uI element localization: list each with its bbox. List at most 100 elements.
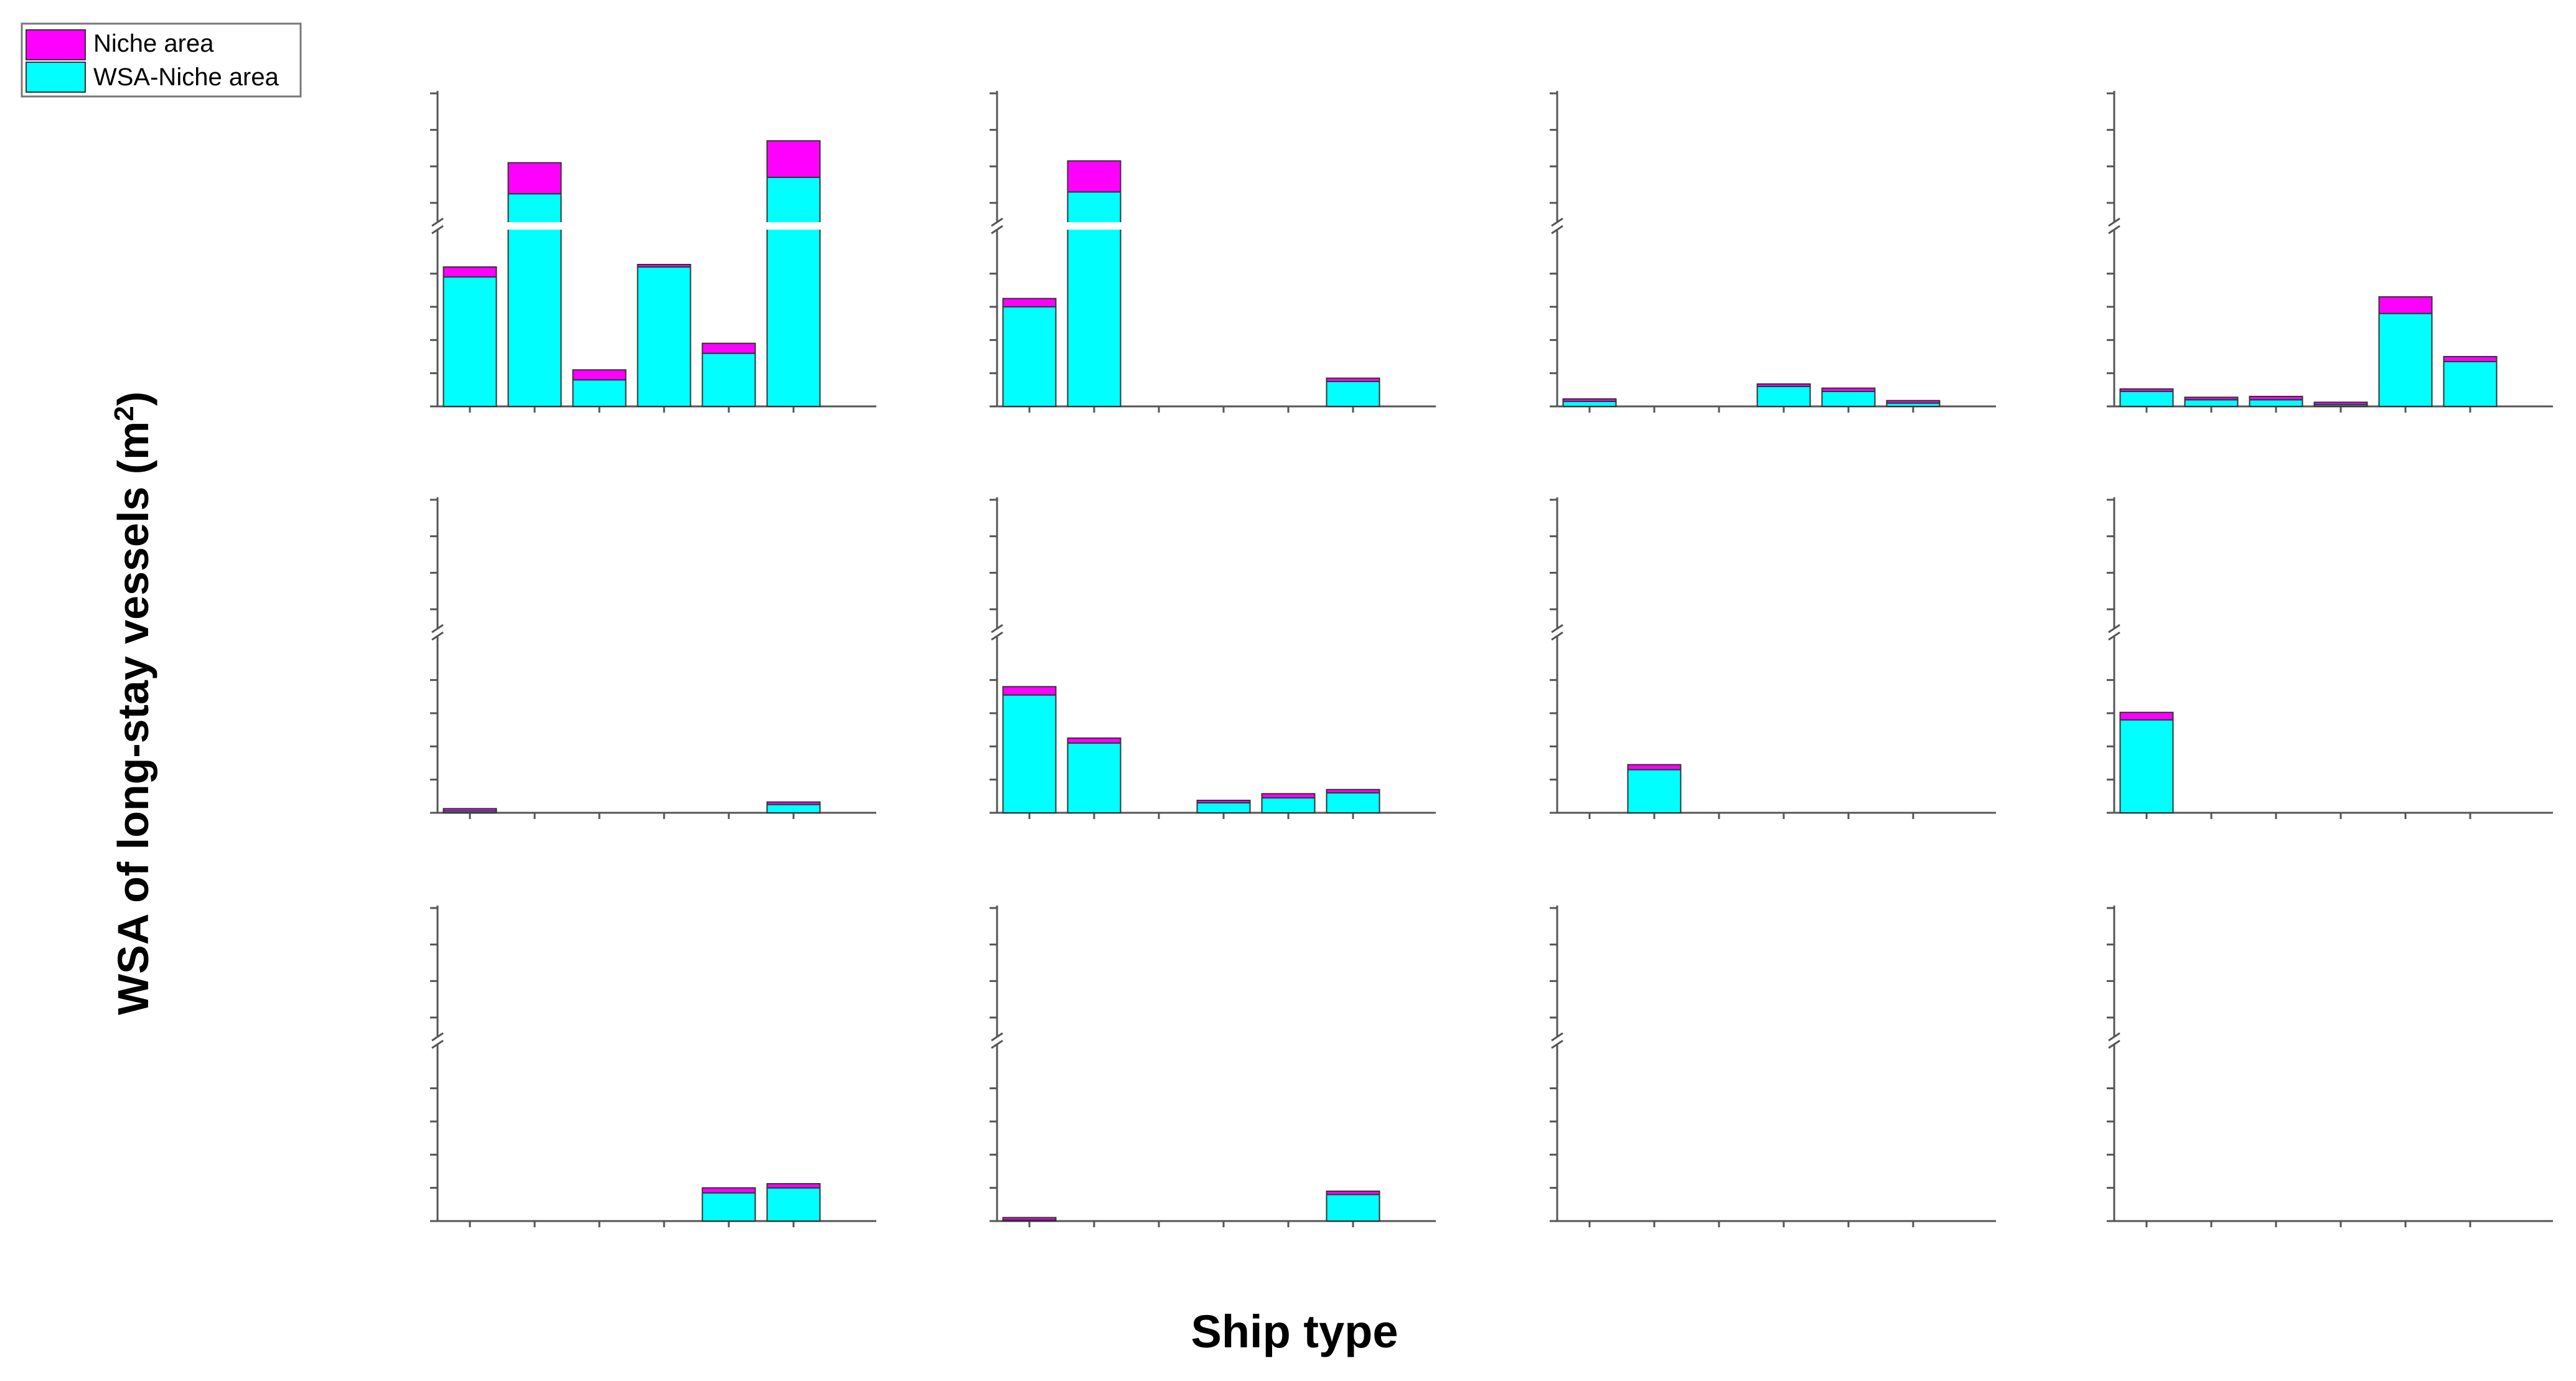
bar-wsa-b [2119,719,2174,813]
axis-break-mark [1551,225,1563,235]
legend: Niche area WSA-Niche area [21,22,302,98]
axis-break-mark [2108,631,2120,641]
panel-busan [430,91,876,413]
bar-niche-c [1196,800,1251,803]
axis-break-mark [991,1032,1003,1042]
bar-niche-b [1002,1217,1057,1221]
bar-wsa-g [2443,361,2498,407]
bar-wsa-r [1261,797,1316,813]
bar-niche-t [2184,396,2239,401]
axis-break-mark [991,1039,1003,1049]
axis-break-mark [431,1032,444,1042]
bar-niche-r [701,1187,756,1194]
bar-niche-p [2249,396,2303,401]
y-axis-label-superscript: 2 [109,406,139,421]
bar-niche-r [1261,793,1316,799]
bar-break-gap [506,222,563,230]
bar-niche-b [1002,686,1057,696]
axis-break-mark [2108,217,2120,227]
bar-wsa-r [1821,391,1876,407]
axis-break-mark [1551,1039,1563,1049]
axis-break-mark [991,631,1003,641]
axis-break-mark [1551,1032,1563,1042]
axis-break-mark [2108,1039,2120,1049]
axis-break-mark [2108,1032,2120,1042]
bar-niche-b [443,266,497,278]
bar-niche-g [766,140,821,178]
axis-break-mark [2108,225,2120,235]
bar-break-gap [635,222,693,230]
panel-daesan [1550,497,1996,819]
bar-niche-r [2378,296,2433,314]
axis-break-mark [2108,624,2120,634]
panel-yeosu [990,497,1436,819]
panel-ulsan [990,91,1436,413]
bar-wsa-b [2119,391,2174,407]
bar-wsa-p [2249,399,2303,407]
axis-break-mark [1551,624,1563,634]
axis-break-mark [1551,631,1563,641]
bar-niche-t [1067,737,1122,744]
bar-niche-r [701,342,756,354]
bar-niche-c [2313,401,2368,406]
bar-wsa-g [766,1187,821,1222]
bar-wsa-g [1326,381,1380,407]
bar-niche-g [2443,356,2498,362]
bar-wsa-b [443,276,497,407]
bar-niche-b [1002,297,1057,307]
axis-break-mark [1551,217,1563,227]
axis-break-mark [991,217,1003,227]
legend-swatch-wsa [26,62,86,93]
legend-label-niche: Niche area [93,30,214,57]
bar-niche-t [1067,160,1122,193]
panel-mukho [1550,906,1996,1227]
bar-wsa-t [2184,399,2239,407]
bar-niche-g [1886,400,1941,404]
y-axis-label-close: ) [109,391,157,406]
panel-gwangyang [1550,91,1996,413]
axis-break-mark [991,624,1003,634]
bar-wsa-c [1756,386,1811,407]
bar-wsa-p [572,379,627,407]
bar-wsa-g [766,176,821,407]
axis-break-mark [991,225,1003,235]
bar-wsa-t [1627,769,1682,813]
bar-niche-b [1562,398,1617,402]
bar-niche-t [1627,764,1682,770]
bar-niche-g [1326,377,1380,383]
panel-pyeongtaek [430,497,876,819]
bar-niche-b [443,808,497,812]
bar-wsa-c [637,266,691,407]
bar-niche-b [2119,388,2174,392]
bar-wsa-g [766,803,821,813]
panel-gunsan [990,906,1436,1227]
panel-incheon [2107,91,2553,413]
bar-wsa-r [701,1192,756,1222]
legend-swatch-niche [26,29,86,60]
bar-niche-g [1326,789,1380,793]
bar-niche-p [572,369,627,381]
bar-wsa-r [701,352,756,408]
axis-break-mark [431,1039,444,1049]
bar-niche-g [1326,1191,1380,1196]
bar-niche-b [2119,711,2174,721]
bar-wsa-b [1002,694,1057,813]
axis-break-mark [431,217,444,227]
bar-wsa-b [1562,401,1617,407]
bar-break-gap [765,222,822,230]
bar-wsa-r [2378,312,2433,407]
axis-break-mark [431,631,444,641]
axis-break-mark [431,225,444,235]
bar-niche-c [1756,383,1811,387]
y-axis-label: WSA of long-stay vessels (m2) [109,391,158,1015]
panel-masan [430,906,876,1227]
panel-sokcho [2107,906,2553,1227]
legend-label-wsa: WSA-Niche area [93,63,279,91]
bar-niche-c [637,264,691,268]
bar-wsa-c [1196,802,1251,813]
y-axis-label-text: WSA of long-stay vessels (m [109,421,157,1015]
panels [430,91,2553,1227]
panel-pohang [2107,497,2553,819]
x-axis-label: Ship type [1191,1306,1398,1357]
